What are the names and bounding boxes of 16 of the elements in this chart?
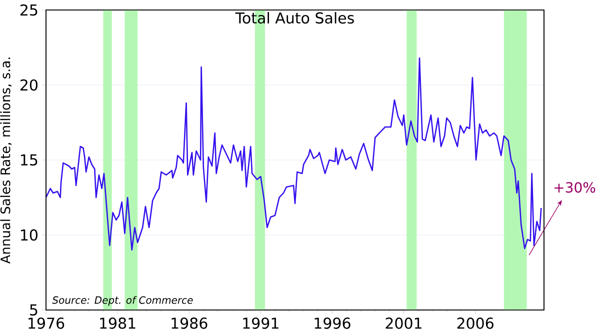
text: +30% bbox=[554, 182, 596, 193]
x-tick-label: 2006 bbox=[457, 318, 494, 329]
x-tick-label: 1996 bbox=[314, 318, 350, 329]
y-tick-label: 5 bbox=[30, 304, 38, 316]
y-tick-label: 10 bbox=[21, 229, 38, 241]
y-tick-label: 20 bbox=[20, 79, 38, 91]
x-tick-label: 1976 bbox=[28, 318, 64, 329]
y-tick-label: 15 bbox=[21, 154, 38, 166]
chart-title: Total Auto Sales bbox=[235, 12, 354, 24]
y-axis-title: Annual Sales Rate, millions, s.a. bbox=[0, 58, 12, 264]
x-tick-label: 1986 bbox=[172, 318, 208, 329]
y-tick-label: 25 bbox=[20, 4, 38, 16]
x-tick-label: 1981 bbox=[100, 318, 136, 329]
x-tick-label: 2001 bbox=[386, 318, 422, 329]
annotation: Source: Dept. of Commerce bbox=[52, 296, 193, 306]
x-tick-label: 1991 bbox=[243, 318, 278, 329]
